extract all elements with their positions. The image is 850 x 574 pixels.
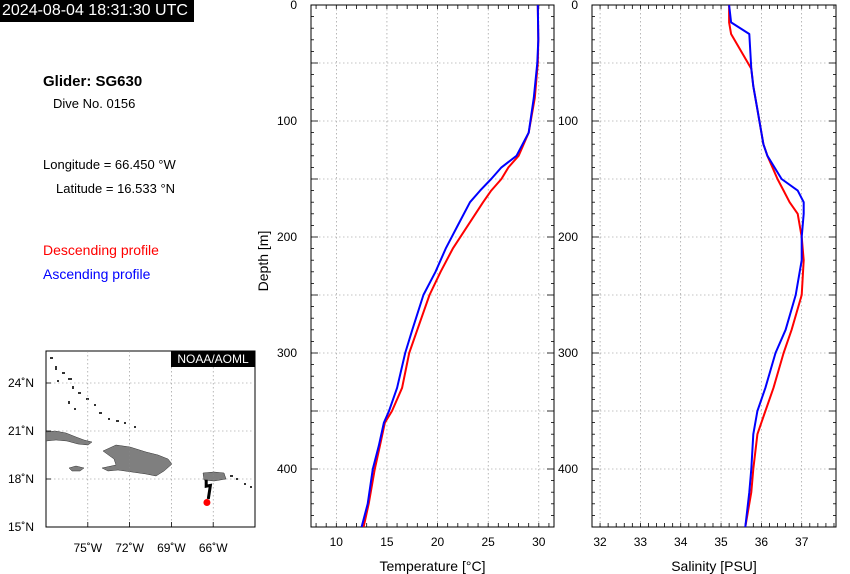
map-badge-bg — [171, 351, 255, 367]
ascending-profile-line — [360, 5, 540, 527]
y-axis-title: Depth [m] — [255, 231, 271, 292]
dive-number: Dive No. 0156 — [53, 96, 136, 111]
x-axis-title: Temperature [°C] — [380, 558, 486, 574]
legend-descending: Descending profile — [43, 242, 159, 258]
map-lat-label: 24˚N — [8, 376, 34, 390]
map-lon-label: 66˚W — [199, 541, 228, 555]
timestamp-label: 2024-08-04 18:31:30 UTC — [0, 0, 194, 22]
map-ticks: 75˚W 72˚W 69˚W 66˚W 15˚N 18˚N 21˚N 24˚N — [8, 376, 228, 555]
descending-profile-line — [728, 5, 805, 527]
plot-ticks — [591, 4, 836, 528]
y-tick-label: 0 — [290, 0, 297, 12]
y-tick-label: 200 — [277, 230, 297, 244]
x-tick-label: 30 — [532, 535, 546, 549]
land-bahamas — [50, 357, 136, 428]
map-lon-label: 75˚W — [73, 541, 102, 555]
x-tick-label: 15 — [380, 535, 394, 549]
x-tick-label: 34 — [674, 535, 688, 549]
map-lat-label: 15˚N — [8, 520, 34, 534]
land-jamaica — [68, 465, 85, 472]
x-tick-label: 37 — [795, 535, 809, 549]
plot-frame — [310, 4, 555, 528]
y-tick-label: 400 — [558, 462, 578, 476]
plot-grid — [592, 5, 836, 527]
land-puerto-rico — [202, 471, 227, 482]
x-tick-label: 33 — [634, 535, 648, 549]
x-tick-label: 35 — [714, 535, 728, 549]
x-axis-title: Salinity [PSU] — [671, 558, 757, 574]
x-tick-label: 32 — [593, 535, 607, 549]
y-tick-label: 100 — [558, 114, 578, 128]
map-land — [46, 357, 252, 488]
land-virgin-islands — [230, 475, 252, 488]
land-hispaniola — [101, 444, 173, 477]
map-lat-label: 18˚N — [8, 472, 34, 486]
x-tick-label: 25 — [482, 535, 496, 549]
descending-profile-line — [362, 5, 540, 527]
map-badge: NOAA/AOML — [177, 352, 249, 366]
y-tick-label: 300 — [277, 346, 297, 360]
y-tick-label: 200 — [558, 230, 578, 244]
land-cuba — [46, 430, 93, 446]
legend-ascending: Ascending profile — [43, 266, 151, 282]
salinity-plot: 32 33 34 35 36 37 0 100 200 300 400 Salinity [PSU] — [558, 0, 837, 574]
ascending-profile-line — [728, 5, 805, 527]
map-lat-label: 21˚N — [8, 424, 34, 438]
latitude-readout: Latitude = 16.533 °N — [56, 181, 176, 196]
y-tick-label: 300 — [558, 346, 578, 360]
plot-grid — [311, 5, 554, 527]
map-lon-label: 69˚W — [157, 541, 186, 555]
glider-position-marker — [203, 498, 211, 506]
y-tick-label: 100 — [277, 114, 297, 128]
x-tick-label: 20 — [431, 535, 445, 549]
plot-frame — [591, 4, 837, 528]
location-map: 75˚W 72˚W 69˚W 66˚W 15˚N 18˚N 21˚N 24˚N NOAA/AO… — [8, 350, 256, 555]
longitude-readout: Longitude = 66.450 °W — [43, 157, 176, 172]
glider-name: Glider: SG630 — [43, 73, 143, 90]
glider-track — [204, 479, 213, 500]
x-tick-label: 10 — [330, 535, 344, 549]
plot-ticks — [311, 4, 554, 528]
y-tick-label: 0 — [571, 0, 578, 12]
y-tick-label: 400 — [277, 462, 297, 476]
x-tick-label: 36 — [755, 535, 769, 549]
map-grid — [46, 351, 255, 527]
map-lon-label: 72˚W — [115, 541, 144, 555]
